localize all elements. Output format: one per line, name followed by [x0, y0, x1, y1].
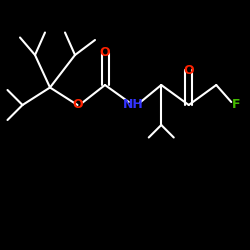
Text: O: O	[72, 98, 83, 112]
Text: O: O	[184, 64, 194, 76]
Text: O: O	[100, 46, 110, 59]
Text: NH: NH	[124, 98, 144, 112]
Text: F: F	[232, 98, 240, 112]
